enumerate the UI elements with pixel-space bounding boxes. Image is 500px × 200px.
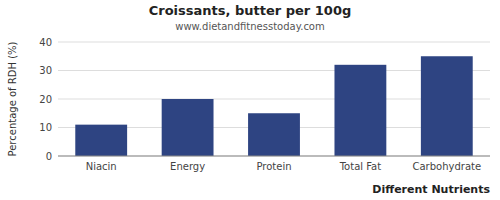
bar <box>162 99 214 156</box>
x-axis-label: Different Nutrients <box>372 183 490 196</box>
grid <box>58 42 490 156</box>
x-tick-label: Carbohydrate <box>412 161 481 172</box>
x-tick-label: Energy <box>170 161 205 172</box>
bar <box>248 113 300 156</box>
grid-line <box>58 156 490 157</box>
y-tick-label: 20 <box>39 94 52 105</box>
x-tick-label: Protein <box>256 161 291 172</box>
bar <box>334 65 386 156</box>
x-axis-line <box>58 156 490 157</box>
y-axis-label: Percentage of RDH (%) <box>7 41 18 156</box>
chart: Croissants, butter per 100g www.dietandfi… <box>0 0 500 200</box>
grid-line <box>58 42 490 43</box>
bars <box>75 56 472 156</box>
y-tick-label: 40 <box>39 37 52 48</box>
title: Croissants, butter per 100g <box>149 3 352 18</box>
y-tick-label: 0 <box>46 151 52 162</box>
bar <box>75 125 127 156</box>
y-tick-label: 10 <box>39 122 52 133</box>
x-tick-label: Total Fat <box>339 161 381 172</box>
y-tick-label: 30 <box>39 65 52 76</box>
subtitle: www.dietandfitnesstoday.com <box>175 21 324 32</box>
bar <box>421 56 473 156</box>
chart-container: Croissants, butter per 100g www.dietandfi… <box>0 0 500 200</box>
x-tick-label: Niacin <box>86 161 117 172</box>
